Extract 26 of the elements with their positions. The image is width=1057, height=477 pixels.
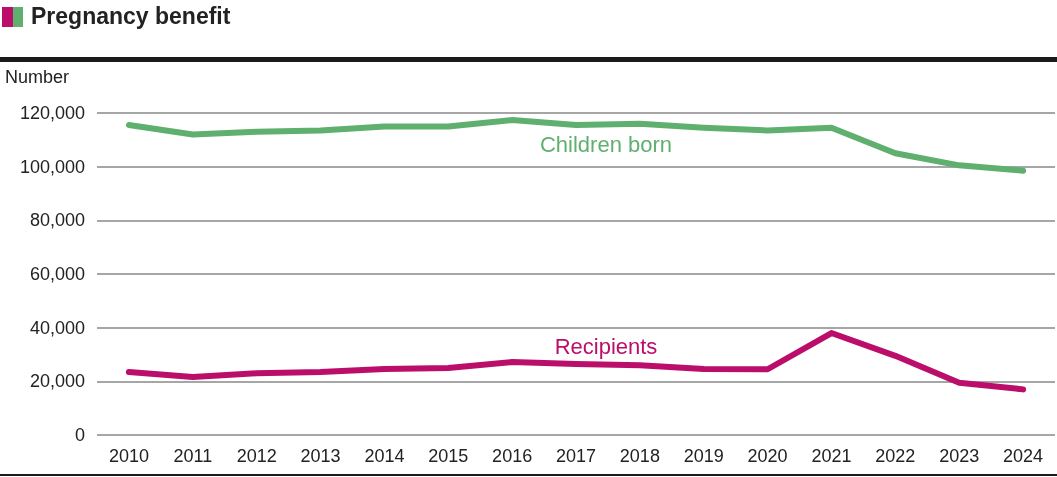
x-tick-label: 2019 — [683, 446, 724, 466]
y-tick-label: 60,000 — [29, 264, 85, 284]
y-axis-title: Number — [5, 67, 70, 87]
y-tick-label: 120,000 — [19, 103, 85, 123]
series-label: Recipients — [554, 334, 658, 360]
y-tick-label: 20,000 — [29, 371, 85, 392]
x-tick-label: 2024 — [1003, 446, 1044, 466]
y-tick-label: 0 — [74, 425, 85, 445]
x-tick-label: 2018 — [619, 446, 660, 466]
x-tick-label: 2010 — [108, 446, 149, 466]
x-tick-label: 2012 — [236, 446, 277, 466]
x-tick-label: 2011 — [173, 446, 213, 466]
x-tick-label: 2020 — [747, 446, 788, 466]
x-tick-label: 2013 — [300, 446, 341, 466]
x-tick-label: 2016 — [492, 446, 533, 466]
x-tick-label: 2017 — [555, 446, 597, 466]
series-label: Children born — [539, 131, 673, 157]
x-tick-label: 2023 — [939, 446, 980, 466]
y-tick-label: 100,000 — [19, 156, 85, 177]
x-tick-label: 2015 — [428, 446, 469, 466]
y-tick-label: 80,000 — [29, 210, 85, 231]
chart-title: Pregnancy benefit — [31, 3, 231, 30]
y-tick-label: 40,000 — [29, 317, 85, 338]
x-tick-label: 2014 — [364, 446, 405, 466]
x-tick-label: 2021 — [811, 446, 852, 466]
x-tick-label: 2022 — [875, 446, 916, 466]
